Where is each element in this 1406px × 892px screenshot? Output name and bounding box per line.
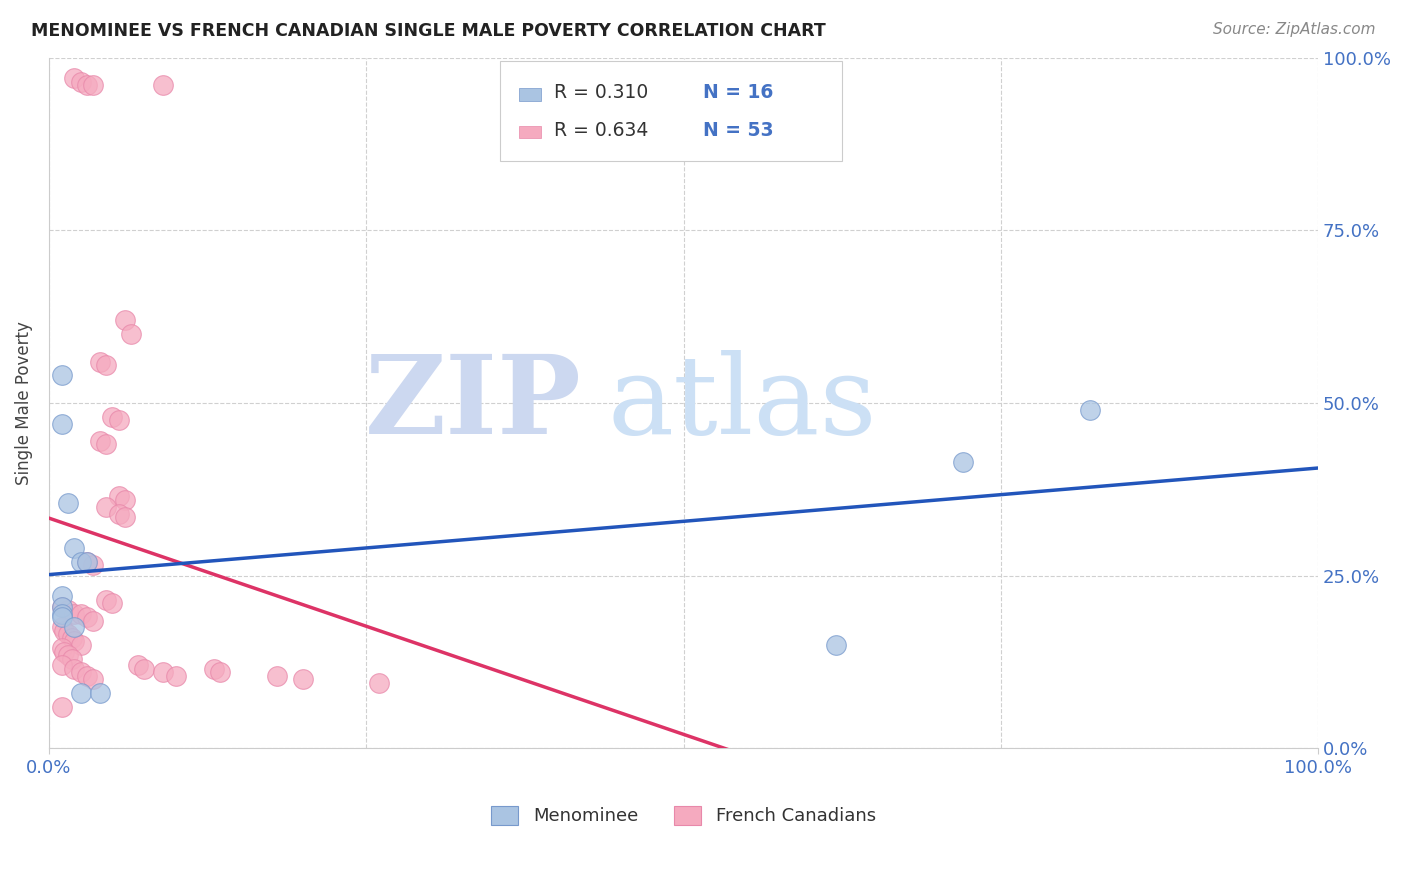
Point	[51, 417, 73, 431]
Point	[94, 500, 117, 514]
Point	[63, 620, 86, 634]
Point	[89, 686, 111, 700]
Point	[1078, 403, 1101, 417]
Point	[114, 313, 136, 327]
Point	[107, 507, 129, 521]
Point	[121, 326, 143, 341]
Point	[82, 614, 104, 628]
Point	[60, 651, 83, 665]
Point	[134, 662, 156, 676]
Point	[94, 358, 117, 372]
Point	[202, 662, 225, 676]
Point	[107, 489, 129, 503]
Point	[63, 71, 86, 86]
Point	[63, 662, 86, 676]
Point	[51, 610, 73, 624]
Point	[152, 665, 174, 680]
Point	[53, 645, 76, 659]
Point	[69, 555, 91, 569]
Point	[69, 75, 91, 89]
Point	[51, 607, 73, 621]
Text: ZIP: ZIP	[366, 350, 582, 457]
FancyBboxPatch shape	[519, 126, 541, 138]
Point	[114, 510, 136, 524]
Text: MENOMINEE VS FRENCH CANADIAN SINGLE MALE POVERTY CORRELATION CHART: MENOMINEE VS FRENCH CANADIAN SINGLE MALE…	[31, 22, 825, 40]
Point	[51, 599, 73, 614]
Point	[69, 686, 91, 700]
Point	[69, 638, 91, 652]
FancyBboxPatch shape	[519, 88, 541, 101]
Point	[56, 648, 79, 662]
Point	[94, 593, 117, 607]
Point	[101, 409, 124, 424]
Point	[82, 673, 104, 687]
Point	[82, 558, 104, 573]
Point	[76, 669, 98, 683]
Point	[368, 675, 391, 690]
Point	[291, 673, 314, 687]
Point	[101, 596, 124, 610]
Point	[51, 368, 73, 383]
Legend: Menominee, French Canadians: Menominee, French Canadians	[484, 799, 883, 832]
Point	[53, 624, 76, 638]
Point	[94, 437, 117, 451]
Point	[76, 78, 98, 93]
Point	[266, 669, 288, 683]
Y-axis label: Single Male Poverty: Single Male Poverty	[15, 321, 32, 485]
Point	[824, 638, 846, 652]
Text: Source: ZipAtlas.com: Source: ZipAtlas.com	[1212, 22, 1375, 37]
Point	[165, 669, 187, 683]
Point	[69, 607, 91, 621]
Point	[63, 634, 86, 648]
Point	[56, 496, 79, 510]
Point	[51, 658, 73, 673]
Point	[63, 541, 86, 555]
Point	[76, 610, 98, 624]
Point	[82, 78, 104, 93]
Point	[76, 555, 98, 569]
FancyBboxPatch shape	[499, 62, 842, 161]
Point	[89, 434, 111, 448]
Text: N = 16: N = 16	[703, 83, 773, 102]
Point	[107, 413, 129, 427]
Point	[89, 354, 111, 368]
Text: R = 0.310: R = 0.310	[554, 83, 648, 102]
Text: atlas: atlas	[607, 350, 877, 457]
Text: R = 0.634: R = 0.634	[554, 120, 648, 140]
Point	[56, 627, 79, 641]
Text: N = 53: N = 53	[703, 120, 773, 140]
Point	[952, 455, 974, 469]
Point	[209, 665, 232, 680]
Point	[51, 641, 73, 656]
Point	[63, 607, 86, 621]
Point	[114, 492, 136, 507]
Point	[56, 603, 79, 617]
Point	[60, 631, 83, 645]
Point	[51, 590, 73, 604]
Point	[69, 665, 91, 680]
Point	[152, 78, 174, 93]
Point	[51, 620, 73, 634]
Point	[76, 555, 98, 569]
Point	[127, 658, 149, 673]
Point	[51, 599, 73, 614]
Point	[51, 700, 73, 714]
